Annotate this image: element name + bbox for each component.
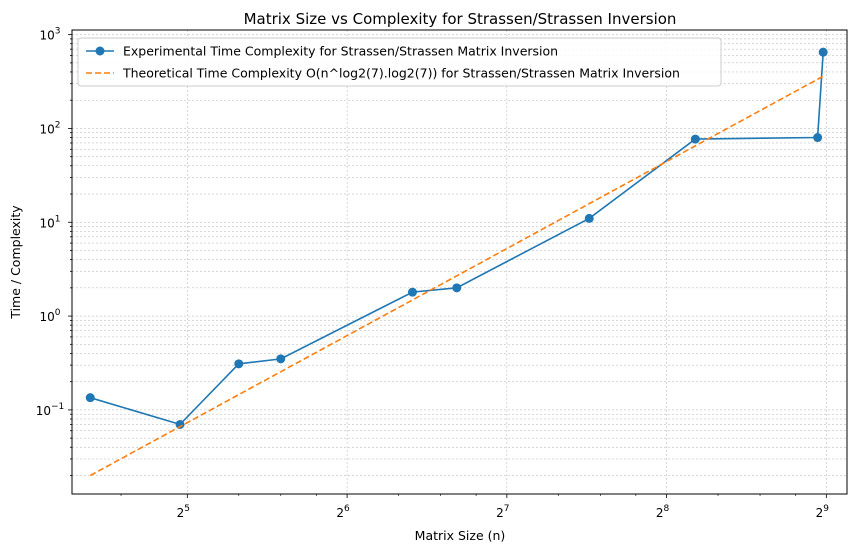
experimental-data-point (276, 354, 286, 364)
plot-area-frame (71, 29, 848, 495)
x-tick-label: 26 (336, 504, 350, 520)
y-tick-label: 101 (39, 214, 60, 230)
y-tick-label: 103 (39, 27, 60, 43)
experimental-data-point (452, 283, 462, 293)
experimental-data-point (85, 393, 95, 403)
y-tick-exponent: 2 (55, 120, 61, 130)
experimental-data-point (584, 213, 594, 223)
plot-series (85, 47, 828, 477)
x-tick-exponent: 5 (184, 504, 190, 514)
y-tick-exponent: 1 (55, 214, 61, 224)
x-tick-exponent: 9 (823, 504, 829, 514)
experimental-data-point (813, 133, 823, 143)
x-axis-label: Matrix Size (n) (415, 528, 506, 543)
x-tick-label: 25 (177, 504, 190, 520)
y-tick-label: 10−1 (36, 402, 65, 418)
x-tick-label: 29 (816, 504, 830, 520)
chart-title: Matrix Size vs Complexity for Strassen/S… (244, 10, 677, 28)
theoretical-series-line (89, 75, 824, 477)
legend-experimental-label: Experimental Time Complexity for Strasse… (123, 44, 558, 59)
experimental-series-line (90, 52, 824, 426)
x-tick-label: 28 (656, 504, 670, 520)
legend-box (77, 37, 722, 87)
y-tick-exponent: 3 (55, 27, 61, 37)
y-tick-label: 100 (39, 308, 60, 324)
legend-theoretical-label: Theoretical Time Complexity O(n^log2(7).… (122, 66, 680, 81)
legend: Experimental Time Complexity for Strasse… (77, 37, 722, 87)
x-tick-exponent: 7 (504, 504, 510, 514)
experimental-data-point (234, 359, 244, 369)
experimental-data-point (407, 287, 417, 297)
experimental-data-point (175, 419, 185, 429)
y-axis-label: Time / Complexity (8, 205, 23, 320)
x-tick-label: 27 (496, 504, 509, 520)
experimental-data-point (818, 47, 828, 57)
y-tick-exponent: −1 (51, 402, 64, 412)
x-tick-exponent: 6 (344, 504, 350, 514)
y-tick-label: 102 (39, 120, 60, 136)
grid-lines (72, 30, 847, 494)
x-tick-exponent: 8 (664, 504, 670, 514)
y-tick-exponent: 0 (55, 308, 61, 318)
legend-marker (95, 46, 105, 56)
experimental-data-point (690, 134, 700, 144)
